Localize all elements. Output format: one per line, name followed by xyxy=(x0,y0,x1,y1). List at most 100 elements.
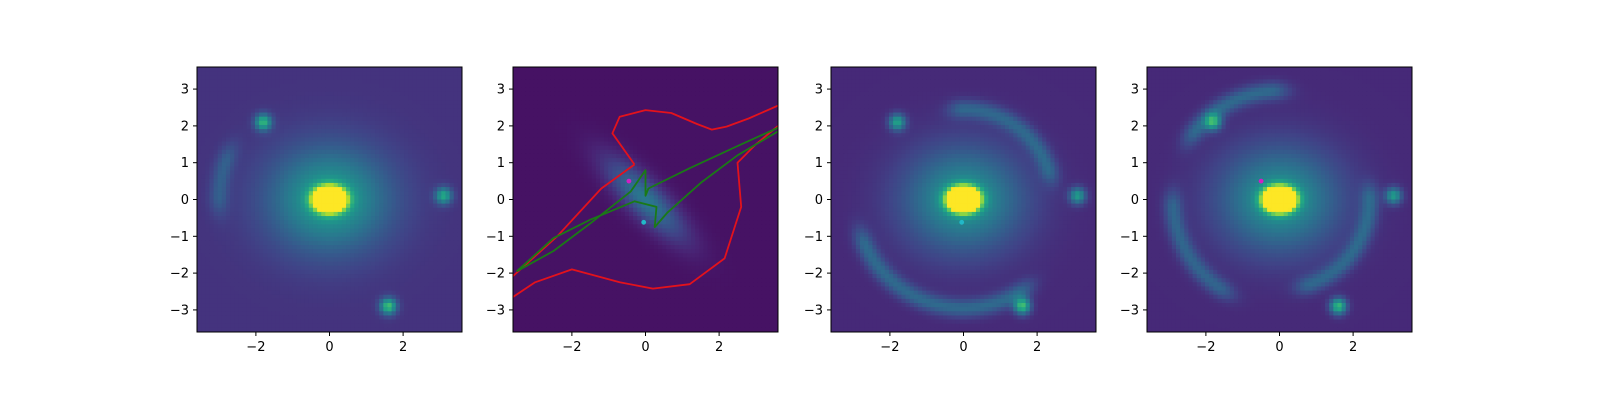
heatmap-cell xyxy=(416,323,422,329)
heatmap-cell xyxy=(383,265,389,271)
heatmap-cell xyxy=(424,269,430,275)
heatmap-cell xyxy=(358,199,364,205)
heatmap-cell xyxy=(263,253,268,259)
heatmap-cell xyxy=(312,220,318,225)
heatmap-cell xyxy=(521,104,527,110)
heatmap-cell xyxy=(346,199,351,205)
heatmap-cell xyxy=(453,174,459,180)
heatmap-cell xyxy=(234,220,240,225)
heatmap-cell xyxy=(457,224,462,230)
heatmap-cell xyxy=(575,95,580,101)
heatmap-cell xyxy=(595,100,601,105)
heatmap-cell xyxy=(250,269,256,275)
heatmap-cell xyxy=(312,307,318,312)
heatmap-cell xyxy=(728,108,734,114)
heatmap-cell xyxy=(312,216,318,221)
heatmap-cell xyxy=(525,112,531,118)
heatmap-cell xyxy=(358,182,364,188)
heatmap-cell xyxy=(321,282,326,288)
heatmap-cell xyxy=(321,327,326,332)
heatmap-cell xyxy=(379,240,384,246)
heatmap-cell xyxy=(433,187,438,192)
heatmap-cell xyxy=(354,274,360,279)
heatmap-cell xyxy=(412,245,418,250)
heatmap-cell xyxy=(238,282,244,288)
heatmap-cell xyxy=(346,290,351,296)
heatmap-cell xyxy=(616,120,622,126)
heatmap-cell xyxy=(399,162,405,167)
heatmap-cell xyxy=(370,232,376,238)
heatmap-cell xyxy=(275,220,281,225)
heatmap-cell xyxy=(437,216,442,221)
heatmap-cell xyxy=(267,257,273,263)
heatmap-cell xyxy=(670,95,676,101)
heatmap-cell xyxy=(362,315,368,321)
heatmap-cell xyxy=(412,191,418,196)
heatmap-cell xyxy=(412,323,418,329)
heatmap-cell xyxy=(288,307,293,312)
heatmap-cell xyxy=(433,327,438,332)
heatmap-cell xyxy=(412,83,418,89)
heatmap-cell xyxy=(300,261,306,267)
heatmap-cell xyxy=(221,108,227,114)
heatmap-cell xyxy=(416,71,422,76)
heatmap-cell xyxy=(279,311,285,317)
heatmap-cell xyxy=(337,216,343,221)
heatmap-cell xyxy=(370,282,376,288)
heatmap-cell xyxy=(379,129,384,134)
heatmap-cell xyxy=(250,315,256,321)
heatmap-cell xyxy=(749,79,754,85)
heatmap-cell xyxy=(271,327,277,332)
heatmap-cell xyxy=(283,245,289,250)
heatmap-cell xyxy=(308,307,314,312)
heatmap-cell xyxy=(283,319,289,325)
heatmap-cell xyxy=(221,282,227,288)
heatmap-cell xyxy=(242,145,248,151)
heatmap-cell xyxy=(362,224,368,230)
heatmap-cell xyxy=(412,274,418,279)
heatmap-cell xyxy=(383,149,389,155)
heatmap-cell xyxy=(513,79,518,85)
heatmap-cell xyxy=(242,170,248,176)
heatmap-cell xyxy=(238,79,244,85)
heatmap-cell xyxy=(362,124,368,130)
heatmap-cell xyxy=(201,145,206,151)
heatmap-cell xyxy=(761,71,767,76)
heatmap-cell xyxy=(383,211,389,217)
heatmap-cell xyxy=(205,298,211,304)
heatmap-cell xyxy=(333,245,339,250)
heatmap-cell xyxy=(234,207,240,213)
heatmap-cell xyxy=(333,261,339,267)
heatmap-cell xyxy=(420,170,426,176)
heatmap-cell xyxy=(213,178,219,184)
heatmap-cell xyxy=(217,133,223,138)
heatmap-cell xyxy=(225,104,231,110)
heatmap-cell xyxy=(412,145,418,151)
heatmap-cell xyxy=(399,187,405,192)
heatmap-cell xyxy=(757,100,763,105)
heatmap-cell xyxy=(412,153,418,159)
heatmap-cell xyxy=(317,245,322,250)
heatmap-cell xyxy=(453,298,459,304)
heatmap-cell xyxy=(670,67,676,72)
heatmap-cell xyxy=(404,311,409,317)
heatmap-cell xyxy=(329,120,335,126)
heatmap-cell xyxy=(395,112,401,118)
heatmap-cell xyxy=(230,232,235,238)
heatmap-cell xyxy=(428,311,434,317)
heatmap-cell xyxy=(550,120,556,126)
heatmap-cell xyxy=(404,220,409,225)
heatmap-cell xyxy=(720,108,725,114)
heatmap-cell xyxy=(428,261,434,267)
heatmap-cell xyxy=(433,278,438,283)
heatmap-cell xyxy=(366,265,372,271)
heatmap-cell xyxy=(308,158,314,163)
heatmap-cell xyxy=(753,104,758,110)
heatmap-cell xyxy=(312,83,318,89)
heatmap-cell xyxy=(383,286,389,292)
heatmap-cell xyxy=(420,191,426,196)
heatmap-cell xyxy=(341,158,347,163)
heatmap-cell xyxy=(341,95,347,101)
heatmap-cell xyxy=(201,187,206,192)
